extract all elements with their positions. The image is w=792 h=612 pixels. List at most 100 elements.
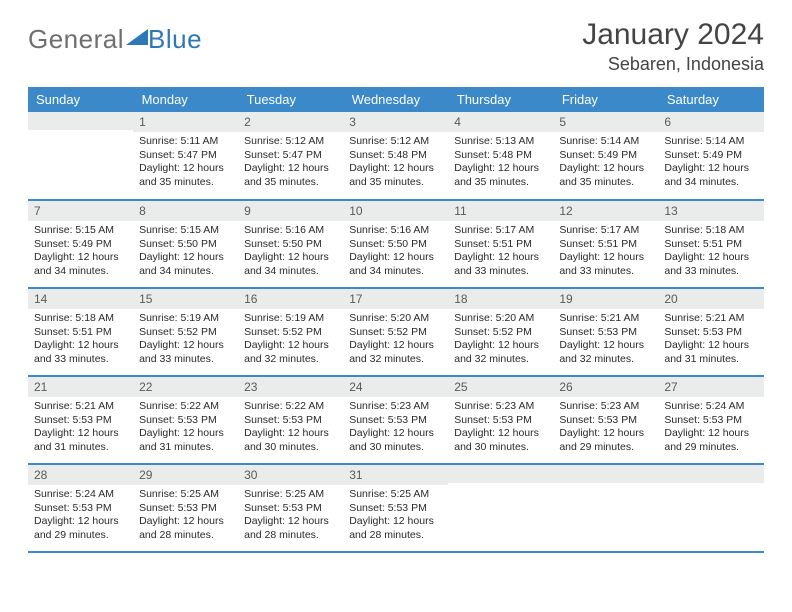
day-number: 2 [238,112,343,132]
day-details: Sunrise: 5:18 AMSunset: 5:51 PMDaylight:… [658,221,763,284]
calendar-day-cell: 13Sunrise: 5:18 AMSunset: 5:51 PMDayligh… [658,200,763,288]
daylight-line: Daylight: 12 hours and 34 minutes. [664,162,757,189]
calendar-day-cell [28,112,133,200]
calendar-day-cell: 8Sunrise: 5:15 AMSunset: 5:50 PMDaylight… [133,200,238,288]
day-number: 31 [343,465,448,485]
daylight-line: Daylight: 12 hours and 31 minutes. [139,427,232,454]
sunset-line: Sunset: 5:53 PM [34,502,127,516]
day-details: Sunrise: 5:20 AMSunset: 5:52 PMDaylight:… [343,309,448,372]
calendar-day-cell: 15Sunrise: 5:19 AMSunset: 5:52 PMDayligh… [133,288,238,376]
day-number [658,465,763,483]
calendar-page: General Blue January 2024 Sebaren, Indon… [0,0,792,553]
calendar-day-cell: 3Sunrise: 5:12 AMSunset: 5:48 PMDaylight… [343,112,448,200]
daylight-line: Daylight: 12 hours and 35 minutes. [244,162,337,189]
day-number: 5 [553,112,658,132]
daylight-line: Daylight: 12 hours and 28 minutes. [349,515,442,542]
sunrise-line: Sunrise: 5:16 AM [349,224,442,238]
calendar-day-cell: 26Sunrise: 5:23 AMSunset: 5:53 PMDayligh… [553,376,658,464]
weekday-header: Friday [553,87,658,112]
day-number: 16 [238,289,343,309]
month-title: January 2024 [582,18,764,52]
day-number: 7 [28,201,133,221]
day-details: Sunrise: 5:21 AMSunset: 5:53 PMDaylight:… [658,309,763,372]
day-details: Sunrise: 5:22 AMSunset: 5:53 PMDaylight:… [133,397,238,460]
weekday-header: Thursday [448,87,553,112]
sunrise-line: Sunrise: 5:14 AM [559,135,652,149]
daylight-line: Daylight: 12 hours and 30 minutes. [454,427,547,454]
calendar-day-cell [553,464,658,552]
sunrise-line: Sunrise: 5:25 AM [139,488,232,502]
day-details: Sunrise: 5:17 AMSunset: 5:51 PMDaylight:… [448,221,553,284]
day-details: Sunrise: 5:23 AMSunset: 5:53 PMDaylight:… [343,397,448,460]
daylight-line: Daylight: 12 hours and 33 minutes. [559,251,652,278]
calendar-day-cell: 4Sunrise: 5:13 AMSunset: 5:48 PMDaylight… [448,112,553,200]
day-details: Sunrise: 5:19 AMSunset: 5:52 PMDaylight:… [133,309,238,372]
daylight-line: Daylight: 12 hours and 29 minutes. [664,427,757,454]
day-number: 1 [133,112,238,132]
sunset-line: Sunset: 5:53 PM [34,414,127,428]
sunset-line: Sunset: 5:52 PM [349,326,442,340]
sunrise-line: Sunrise: 5:19 AM [244,312,337,326]
day-number [28,112,133,130]
sunset-line: Sunset: 5:49 PM [34,238,127,252]
sunset-line: Sunset: 5:50 PM [139,238,232,252]
weekday-header: Tuesday [238,87,343,112]
logo: General Blue [28,18,202,55]
sunset-line: Sunset: 5:48 PM [454,149,547,163]
sunrise-line: Sunrise: 5:16 AM [244,224,337,238]
sunset-line: Sunset: 5:53 PM [664,326,757,340]
day-number: 11 [448,201,553,221]
day-number [553,465,658,483]
day-number: 25 [448,377,553,397]
sunrise-line: Sunrise: 5:24 AM [34,488,127,502]
sunset-line: Sunset: 5:53 PM [139,502,232,516]
day-details: Sunrise: 5:22 AMSunset: 5:53 PMDaylight:… [238,397,343,460]
sunrise-line: Sunrise: 5:17 AM [454,224,547,238]
day-details: Sunrise: 5:21 AMSunset: 5:53 PMDaylight:… [28,397,133,460]
day-details: Sunrise: 5:13 AMSunset: 5:48 PMDaylight:… [448,132,553,195]
calendar-day-cell: 24Sunrise: 5:23 AMSunset: 5:53 PMDayligh… [343,376,448,464]
day-details: Sunrise: 5:20 AMSunset: 5:52 PMDaylight:… [448,309,553,372]
calendar-day-cell: 14Sunrise: 5:18 AMSunset: 5:51 PMDayligh… [28,288,133,376]
day-number: 9 [238,201,343,221]
sunset-line: Sunset: 5:52 PM [244,326,337,340]
day-details: Sunrise: 5:12 AMSunset: 5:47 PMDaylight:… [238,132,343,195]
day-details: Sunrise: 5:11 AMSunset: 5:47 PMDaylight:… [133,132,238,195]
sunset-line: Sunset: 5:52 PM [454,326,547,340]
sunset-line: Sunset: 5:52 PM [139,326,232,340]
calendar-day-cell: 28Sunrise: 5:24 AMSunset: 5:53 PMDayligh… [28,464,133,552]
daylight-line: Daylight: 12 hours and 28 minutes. [244,515,337,542]
daylight-line: Daylight: 12 hours and 33 minutes. [454,251,547,278]
daylight-line: Daylight: 12 hours and 32 minutes. [454,339,547,366]
day-number: 4 [448,112,553,132]
sunset-line: Sunset: 5:47 PM [139,149,232,163]
daylight-line: Daylight: 12 hours and 32 minutes. [349,339,442,366]
daylight-line: Daylight: 12 hours and 33 minutes. [139,339,232,366]
day-details: Sunrise: 5:23 AMSunset: 5:53 PMDaylight:… [553,397,658,460]
calendar-table: SundayMondayTuesdayWednesdayThursdayFrid… [28,87,764,553]
calendar-week-row: 28Sunrise: 5:24 AMSunset: 5:53 PMDayligh… [28,464,764,552]
logo-triangle-icon [126,29,148,45]
sunrise-line: Sunrise: 5:12 AM [349,135,442,149]
daylight-line: Daylight: 12 hours and 30 minutes. [349,427,442,454]
calendar-day-cell [658,464,763,552]
sunrise-line: Sunrise: 5:15 AM [34,224,127,238]
sunrise-line: Sunrise: 5:22 AM [139,400,232,414]
daylight-line: Daylight: 12 hours and 35 minutes. [349,162,442,189]
daylight-line: Daylight: 12 hours and 34 minutes. [34,251,127,278]
sunset-line: Sunset: 5:49 PM [559,149,652,163]
day-details: Sunrise: 5:14 AMSunset: 5:49 PMDaylight:… [553,132,658,195]
day-details: Sunrise: 5:25 AMSunset: 5:53 PMDaylight:… [133,485,238,548]
sunrise-line: Sunrise: 5:20 AM [349,312,442,326]
calendar-day-cell: 19Sunrise: 5:21 AMSunset: 5:53 PMDayligh… [553,288,658,376]
day-number [448,465,553,483]
day-number: 29 [133,465,238,485]
weekday-header: Monday [133,87,238,112]
daylight-line: Daylight: 12 hours and 30 minutes. [244,427,337,454]
calendar-day-cell [448,464,553,552]
calendar-day-cell: 12Sunrise: 5:17 AMSunset: 5:51 PMDayligh… [553,200,658,288]
day-number: 21 [28,377,133,397]
sunrise-line: Sunrise: 5:25 AM [349,488,442,502]
sunset-line: Sunset: 5:53 PM [244,414,337,428]
daylight-line: Daylight: 12 hours and 34 minutes. [139,251,232,278]
